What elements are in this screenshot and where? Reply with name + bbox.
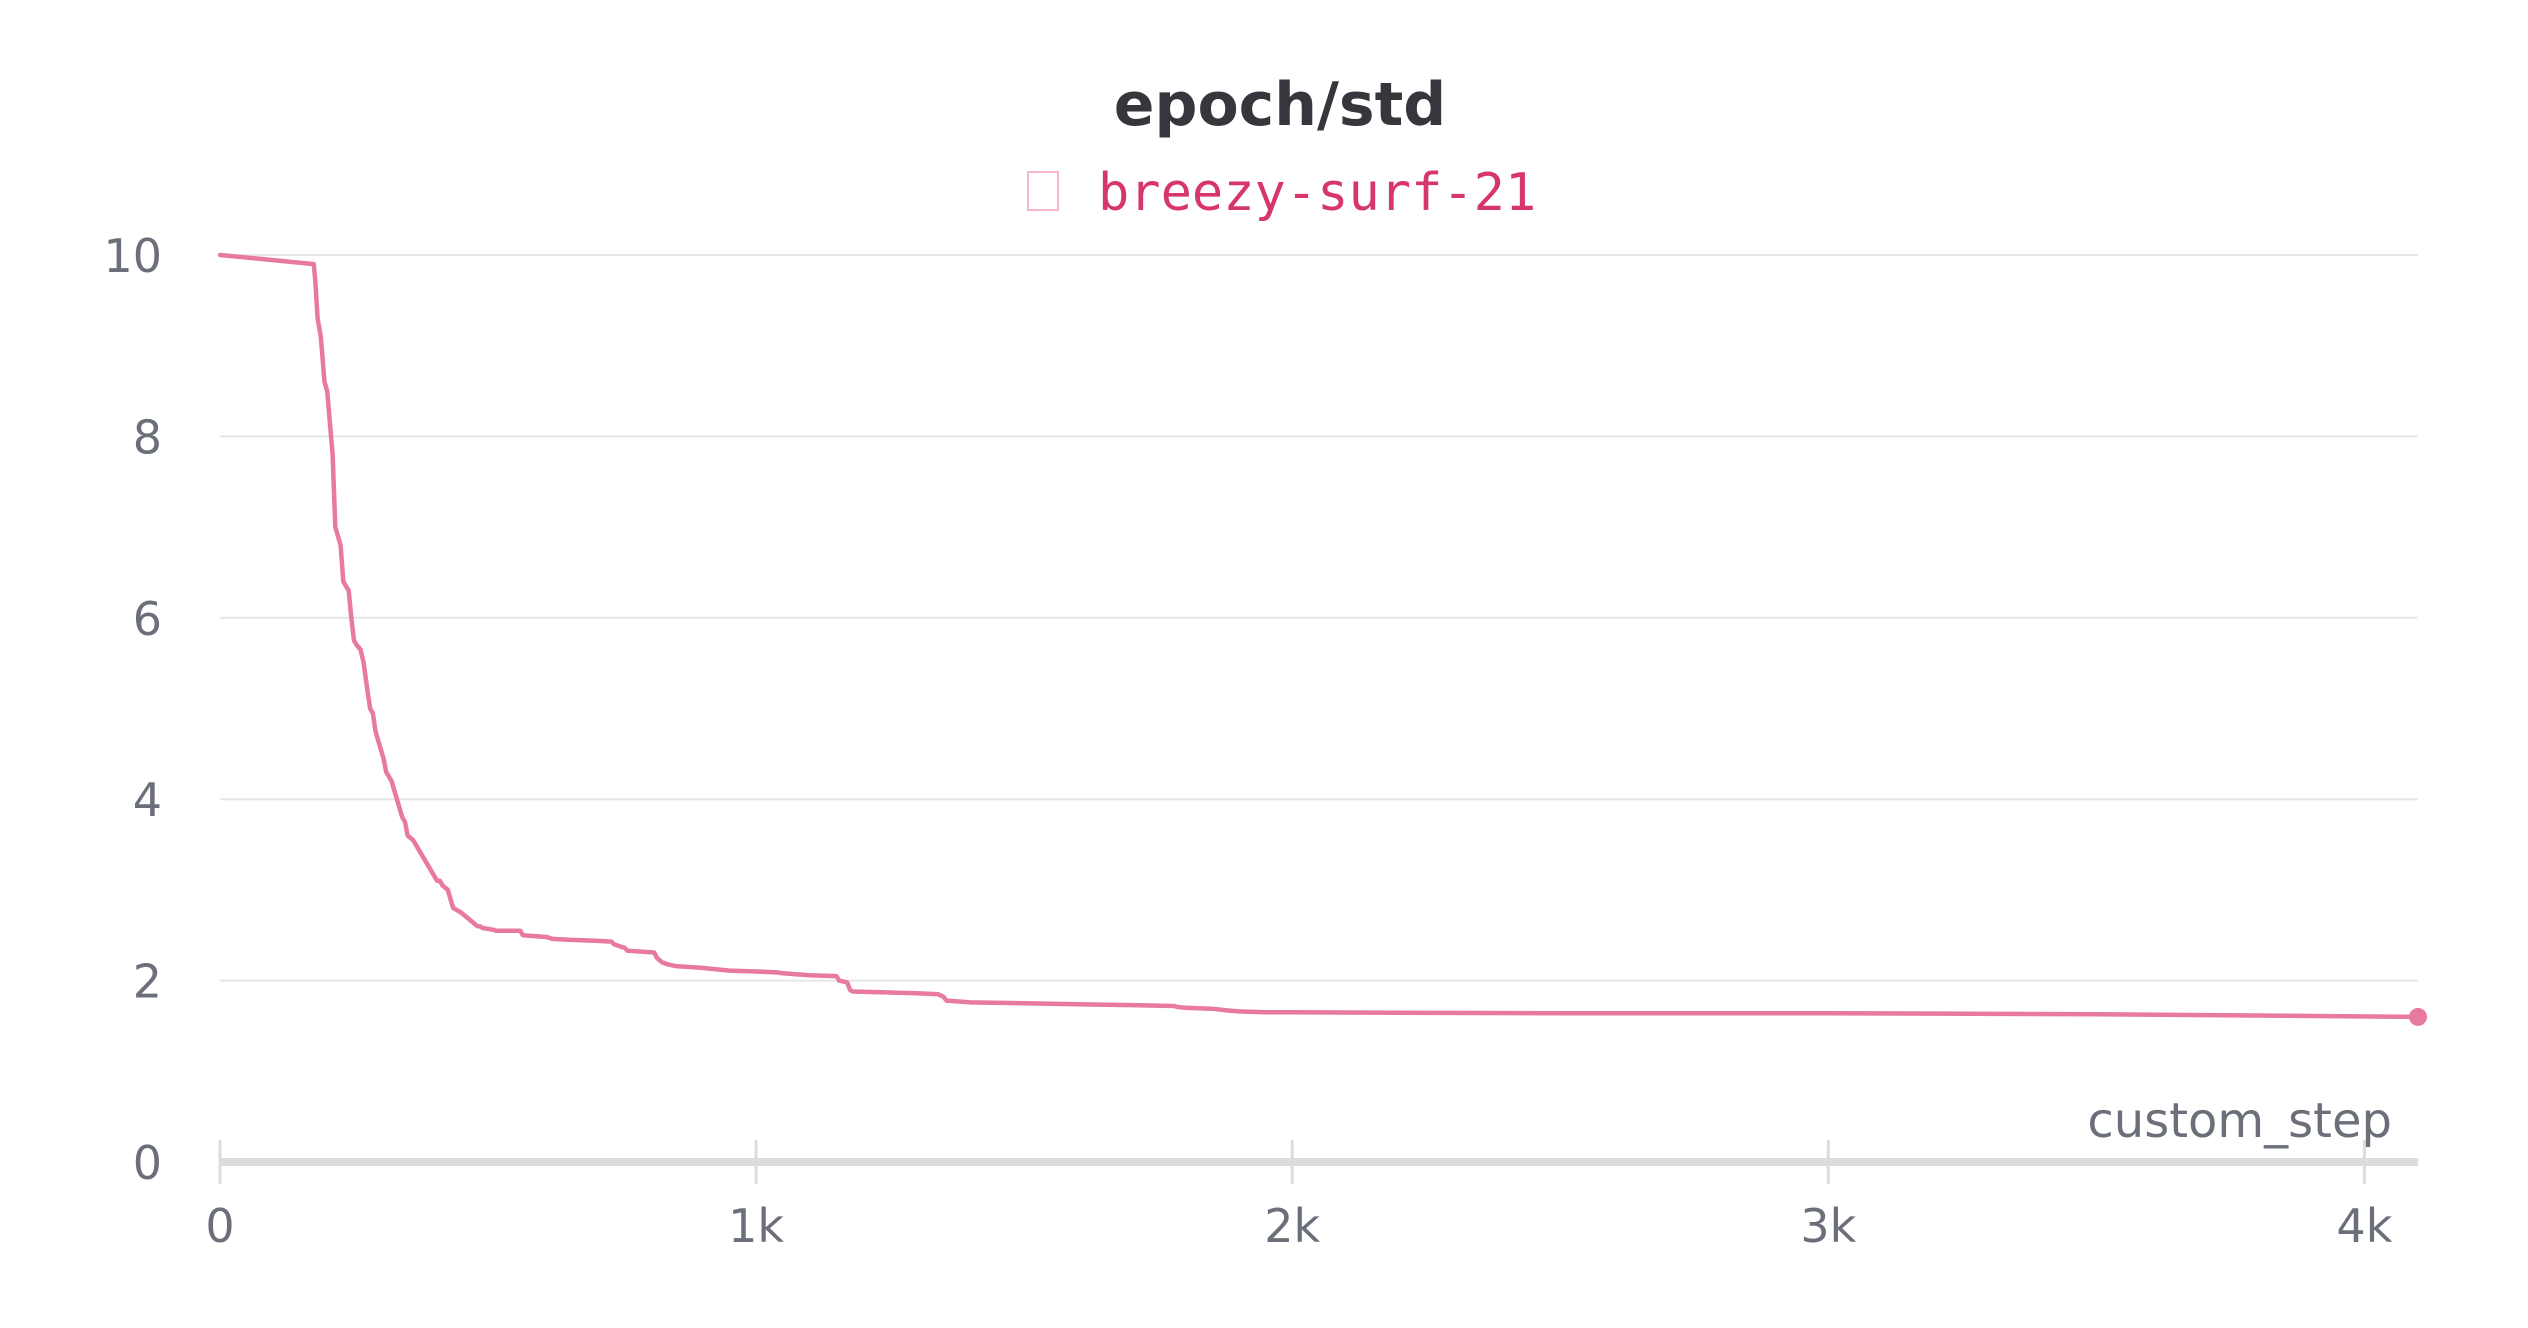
y-tick-label-2: 2: [133, 955, 162, 1009]
legend-series-label: breezy-surf-21: [1098, 163, 1536, 223]
series-end-point-0[interactable]: [2409, 1007, 2427, 1026]
series-line-0[interactable]: [217, 252, 2421, 1020]
x-axis-label: custom_step: [2087, 1093, 2392, 1149]
y-tick-label-8: 8: [133, 410, 162, 464]
x-tick-label-4000: 4k: [2336, 1199, 2392, 1253]
series-layer: [217, 252, 2427, 1026]
chart-title: epoch/std: [1114, 70, 1446, 140]
x-tick-label-3000: 3k: [1800, 1199, 1856, 1253]
y-tick-label-6: 6: [133, 592, 162, 646]
legend-swatch: [1027, 171, 1059, 211]
y-axis-ticks: 0 2 4 6 8 10: [103, 229, 162, 1190]
y-tick-label-10: 10: [103, 229, 162, 283]
x-tick-label-0: 0: [205, 1199, 234, 1253]
legend[interactable]: breezy-surf-21: [1027, 163, 1536, 223]
x-tick-label-1000: 1k: [728, 1199, 784, 1253]
y-tick-label-0: 0: [133, 1136, 162, 1190]
x-tick-label-2000: 2k: [1264, 1199, 1320, 1253]
x-axis: 0 1k 2k 3k 4k: [205, 1140, 2418, 1253]
y-tick-label-4: 4: [133, 773, 162, 827]
grid-lines: [220, 254, 2418, 982]
